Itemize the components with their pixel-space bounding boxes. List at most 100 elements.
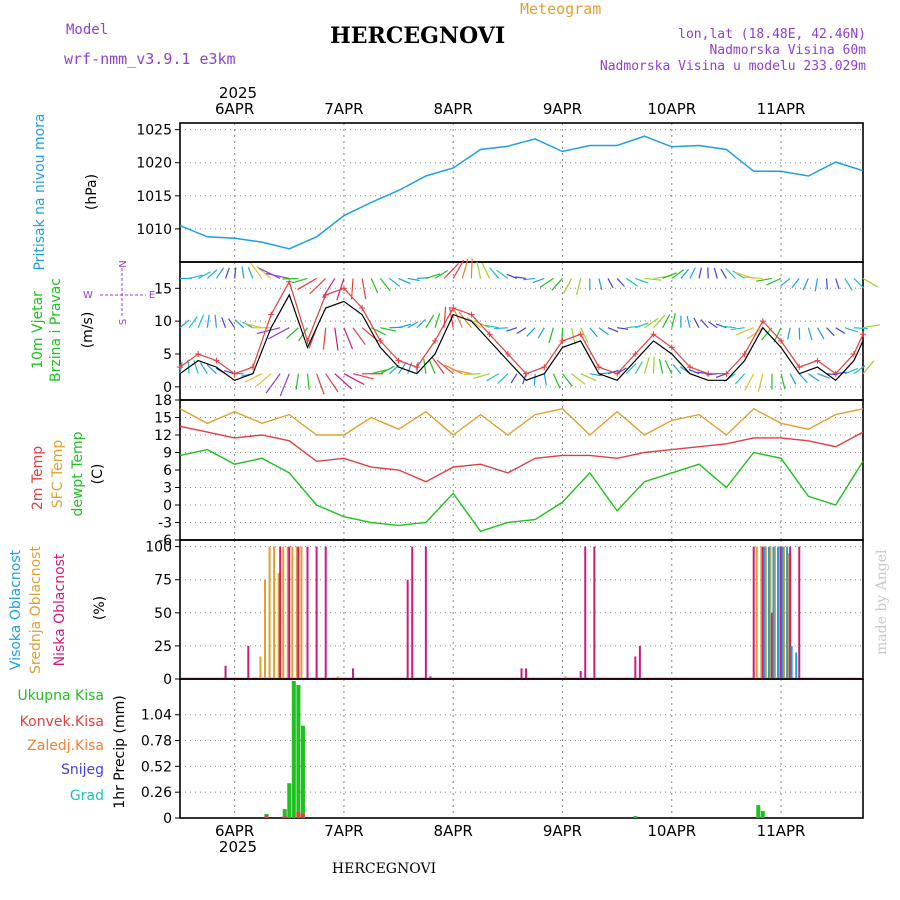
wind-barb	[398, 277, 411, 285]
wind-barb	[787, 327, 791, 340]
model-label: Model	[66, 22, 108, 38]
wind-barb	[575, 278, 582, 296]
y-tick-label: 0	[163, 380, 172, 396]
y-tick-label: 0.26	[141, 785, 172, 801]
wind-barb	[241, 266, 245, 279]
wind-barb	[686, 315, 691, 328]
wind-barb	[279, 373, 290, 397]
wind-barb	[434, 269, 449, 279]
wind-barb	[644, 277, 662, 281]
wind-barb	[598, 278, 603, 291]
total-precip-bar	[756, 805, 761, 818]
wind-barb	[291, 277, 308, 284]
gust-marker	[286, 278, 293, 285]
wind-barb	[853, 364, 866, 375]
wind-barb	[653, 314, 666, 329]
panel-frame	[179, 122, 864, 263]
gust-marker	[213, 357, 220, 364]
y-tick-label: 75	[154, 573, 172, 589]
bottom-date-labels: 6APR 7APR 8APR 9APR 10APR 11APR	[215, 822, 805, 840]
wind-barb	[443, 262, 460, 279]
y-tick-label: 10	[154, 314, 172, 330]
wind-barb	[343, 327, 354, 350]
wind-barb	[766, 277, 782, 286]
wind-barb	[734, 373, 746, 385]
y-tick-label: 1020	[136, 156, 172, 172]
y-tick-label: 6	[163, 463, 172, 479]
high-cloud-label: Visoka Oblacnost	[8, 549, 24, 670]
total-precip-bar	[633, 816, 638, 818]
wind-barb	[224, 267, 230, 279]
y-tick-label: 1010	[136, 222, 172, 238]
wind-barb	[791, 278, 800, 289]
wind-barb	[533, 373, 536, 386]
wind-unit: (m/s)	[80, 312, 96, 349]
wind-label: 10m Vjetar	[30, 291, 46, 369]
wind-barb	[306, 373, 310, 390]
conv-precip-bar	[296, 812, 301, 818]
y-tick-label: 100	[145, 540, 172, 556]
bottom-date-label: 10APR	[647, 822, 696, 840]
footer-title: HERCEGNOVI	[332, 861, 436, 877]
model-name: wrf-nmm_v3.9.1 e3km	[64, 50, 236, 68]
wind-barb	[380, 365, 395, 375]
wind-barb	[352, 327, 366, 346]
gust-marker	[431, 337, 438, 344]
wind-barb	[197, 314, 205, 328]
y-tick-label: 50	[154, 606, 172, 622]
wind-barb	[371, 369, 387, 375]
wind-barb	[197, 271, 211, 279]
wind-barb	[416, 361, 419, 374]
wind-barb	[735, 327, 754, 336]
gust-marker	[177, 364, 183, 371]
wind-barb	[407, 277, 420, 282]
wind-barb	[757, 373, 764, 393]
wind-barb	[571, 373, 586, 385]
compass-e: E	[149, 290, 155, 301]
wind-barb	[552, 373, 561, 389]
wind-barb	[862, 277, 879, 288]
dewpt-temp-label: dewpt Temp	[70, 431, 86, 516]
wind-barb	[532, 277, 545, 284]
temp-unit: (C)	[90, 464, 106, 485]
wind-barb	[179, 361, 183, 374]
total-precip-label: Ukupna Kisa	[17, 688, 104, 704]
y-tick-label: 12	[154, 428, 172, 444]
panel-wind: 0 5 10 15	[154, 258, 880, 401]
wind-barb	[817, 373, 830, 379]
wind-barb	[625, 363, 637, 375]
wind-barb	[352, 373, 374, 380]
wind-barb	[616, 278, 625, 288]
wind-barb	[543, 373, 547, 386]
wind-barb	[463, 373, 481, 375]
top-date-label: 6APR	[215, 100, 254, 118]
wind-barb	[798, 373, 808, 384]
top-date-labels: 6APR 7APR 8APR 9APR 10APR 11APR	[215, 100, 805, 118]
wind-barb	[407, 362, 413, 374]
wind-barb	[461, 259, 469, 279]
wind-barb	[853, 327, 868, 330]
wind-barb	[416, 318, 426, 329]
gust-marker	[686, 364, 693, 371]
y-tick-label: 5	[163, 347, 172, 363]
conv-precip-bar	[300, 814, 305, 818]
wind-barb	[844, 278, 853, 291]
wind-barb	[322, 327, 327, 350]
wind-barb	[526, 327, 536, 337]
wind-barb	[481, 262, 491, 279]
y-tick-label: 0.52	[141, 759, 172, 775]
wind-barb	[662, 314, 671, 328]
y-tick-label: 15	[154, 281, 172, 297]
wind-barb	[835, 278, 840, 290]
plot-panels: 1010101510201025051015-6-303691215180255…	[136, 122, 880, 827]
wind-barb	[617, 327, 629, 330]
wind-barb	[725, 267, 736, 279]
wind-barb	[473, 320, 490, 329]
wind-barb	[497, 373, 509, 384]
wind-barb	[844, 367, 858, 375]
wind-barb	[256, 327, 281, 335]
wind-barb	[380, 327, 397, 332]
